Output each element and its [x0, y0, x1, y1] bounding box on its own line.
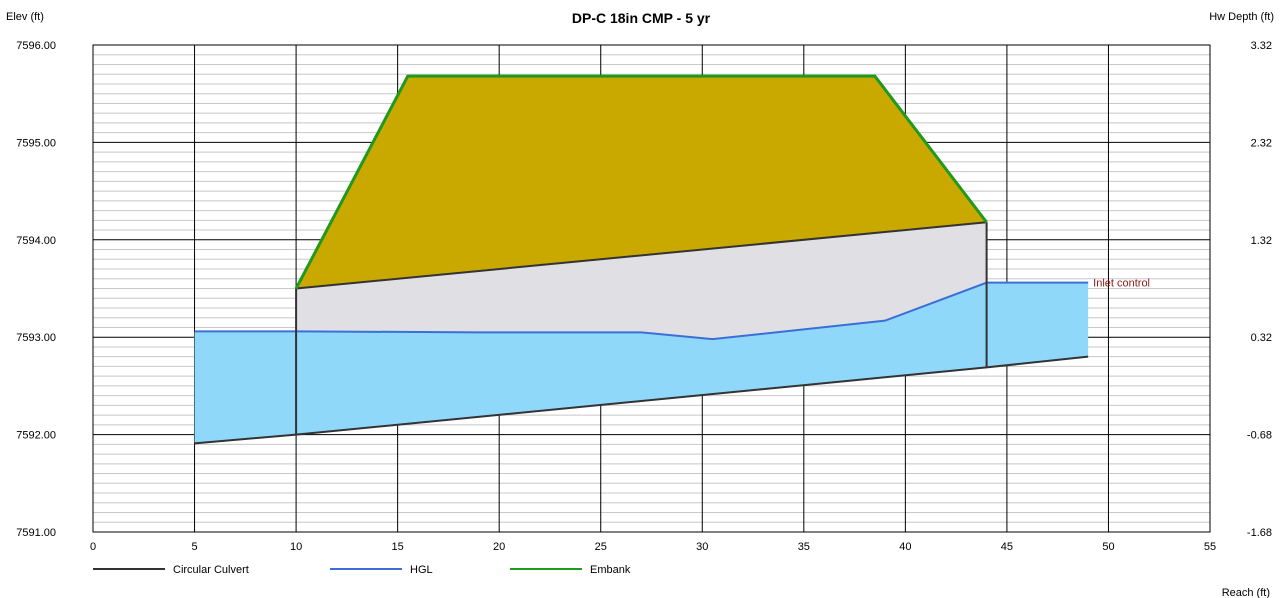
x-tick-label: 25: [595, 541, 607, 553]
y2-tick-label: 1.32: [1251, 235, 1272, 247]
x-tick-label: 30: [696, 541, 708, 553]
hgl-line: [194, 281, 1089, 341]
plot-frame: [92, 44, 1211, 533]
y2-tick-label: 3.32: [1251, 40, 1272, 52]
x-tick-label: 20: [493, 541, 505, 553]
x-tick-label: 10: [290, 541, 302, 553]
y-tick-label: 7595.00: [16, 137, 56, 149]
y2-tick-label: -1.68: [1247, 527, 1272, 539]
y-tick-label: 7596.00: [16, 40, 56, 52]
x-tick-label: 35: [798, 541, 810, 553]
culvert-barrel-area: [296, 222, 987, 340]
y2-tick-label: 0.32: [1251, 332, 1272, 344]
x-tick-label: 0: [90, 541, 96, 553]
y-tick-label: 7593.00: [16, 332, 56, 344]
profile-lines: [194, 74, 1089, 445]
y2-tick-label: -0.68: [1247, 430, 1272, 442]
axis-tick-labels: 7591.00 7592.00 7593.00 7594.00 7595.00 7596.…: [16, 40, 1272, 553]
y2-tick-label: 2.32: [1251, 137, 1272, 149]
embankment-area: [296, 76, 987, 289]
legend: Circular Culvert HGL Embank: [93, 564, 631, 576]
y-tick-label: 7594.00: [16, 235, 56, 247]
x-tick-label: 15: [392, 541, 404, 553]
x-tick-label: 55: [1204, 541, 1216, 553]
left-axis-label: Elev (ft): [6, 11, 44, 23]
culvert-crown-line: [295, 221, 987, 290]
x-tick-label: 5: [191, 541, 197, 553]
embank-line: [294, 74, 988, 290]
legend-label: Embank: [590, 564, 631, 576]
profile-areas: [194, 76, 1089, 444]
plot-border: [92, 44, 1211, 533]
inlet-control-label: Inlet control: [1093, 278, 1150, 290]
chart-title: DP-C 18in CMP - 5 yr: [572, 10, 711, 26]
right-axis-label: Hw Depth (ft): [1209, 11, 1274, 23]
y-tick-label: 7591.00: [16, 527, 56, 539]
x-tick-label: 50: [1102, 541, 1114, 553]
y-tick-label: 7592.00: [16, 430, 56, 442]
legend-label: Circular Culvert: [173, 564, 249, 576]
x-axis-label: Reach (ft): [1222, 587, 1270, 598]
x-tick-label: 40: [899, 541, 911, 553]
legend-label: HGL: [410, 564, 433, 576]
culvert-invert-line: [194, 355, 1089, 445]
annotations: Inlet control: [1093, 278, 1150, 290]
x-tick-label: 45: [1001, 541, 1013, 553]
